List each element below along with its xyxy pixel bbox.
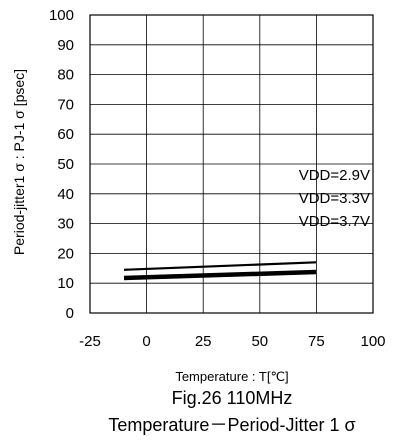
y-tick-label: 20	[57, 245, 74, 262]
y-tick-label: 40	[57, 186, 74, 203]
y-tick-label: 100	[49, 7, 74, 24]
y-tick-label: 70	[57, 96, 74, 113]
series-lines	[123, 261, 317, 281]
y-axis-label: Period-jitter1 σ : PJ-1 σ [psec]	[11, 69, 27, 255]
x-tick-labels: -25 0 25 50 75 100	[79, 333, 385, 350]
x-tick-label: 50	[251, 333, 268, 350]
figure-caption-line2: Temperature－Period-Jitter 1 σ	[108, 415, 355, 435]
x-tick-label: -25	[79, 333, 101, 350]
chart-grid	[89, 14, 374, 314]
y-tick-label: 50	[57, 156, 74, 173]
series-line-1	[123, 261, 317, 271]
plot-frame	[89, 14, 374, 314]
y-tick-label: 0	[66, 305, 74, 322]
y-tick-label: 90	[57, 37, 74, 54]
legend-labels: VDD=2.9V VDD=3.3V VDD=3.7V	[299, 167, 370, 230]
legend-entry: VDD=2.9V	[299, 167, 370, 184]
legend-entry: VDD=3.3V	[299, 190, 370, 207]
y-tick-labels: 0 10 20 30 40 50 60 70 80 90 100	[49, 7, 74, 322]
x-tick-label: 0	[142, 333, 150, 350]
y-tick-label: 60	[57, 126, 74, 143]
y-tick-label: 10	[57, 275, 74, 292]
x-tick-label: 75	[308, 333, 325, 350]
series-line-3	[123, 271, 317, 281]
x-tick-label: 100	[360, 333, 385, 350]
x-tick-label: 25	[195, 333, 212, 350]
figure-caption-line1: Fig.26 110MHz	[172, 388, 293, 408]
x-axis-label: Temperature : T[℃]	[175, 369, 288, 384]
y-tick-label: 30	[57, 216, 74, 233]
legend-entry: VDD=3.7V	[299, 213, 370, 230]
y-tick-label: 80	[57, 67, 74, 84]
